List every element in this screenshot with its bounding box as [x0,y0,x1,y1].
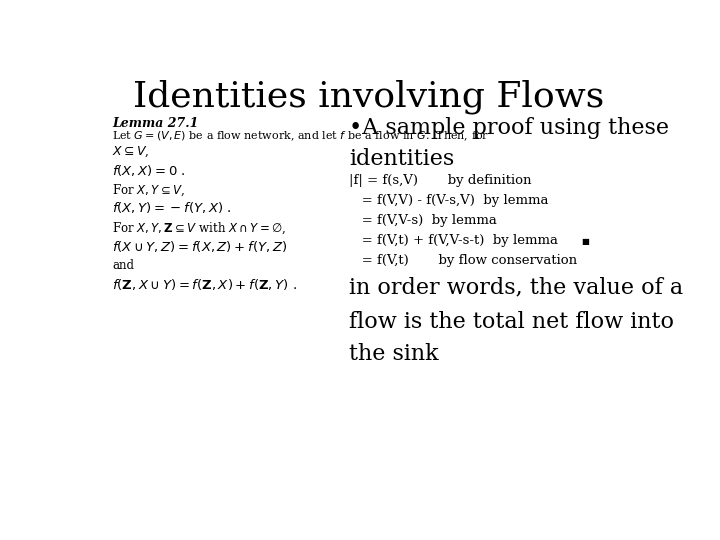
Text: $f(\mathbf{Z}, X \cup Y) = f(\mathbf{Z},X) + f(\mathbf{Z},Y)$ .: $f(\mathbf{Z}, X \cup Y) = f(\mathbf{Z},… [112,277,297,292]
Text: Let $G = (V,E)$ be a flow network, and let $f$ be a flow in $G$.  Then, for: Let $G = (V,E)$ be a flow network, and l… [112,129,490,143]
Text: $f(X,Y) = -f(Y,X)$ .: $f(X,Y) = -f(Y,X)$ . [112,200,232,215]
Text: $f(X,X) = 0$ .: $f(X,X) = 0$ . [112,163,186,178]
Text: flow is the total net flow into: flow is the total net flow into [349,312,675,333]
Text: For $X, Y \subseteq V$,: For $X, Y \subseteq V$, [112,183,185,198]
Text: $f(X \cup Y, Z) = f(X,Z) + f(Y,Z)$: $f(X \cup Y, Z) = f(X,Z) + f(Y,Z)$ [112,239,287,254]
Text: = f(V,V) - f(V-s,V)  by lemma: = f(V,V) - f(V-s,V) by lemma [349,194,549,207]
Text: $X \subseteq V$,: $X \subseteq V$, [112,145,150,159]
Text: in order words, the value of a: in order words, the value of a [349,277,683,299]
Text: •A sample proof using these: •A sample proof using these [349,117,670,139]
Text: |f| = f(s,V)       by definition: |f| = f(s,V) by definition [349,174,532,187]
Text: = f(V,t) + f(V,V-s-t)  by lemma: = f(V,t) + f(V,V-s-t) by lemma [349,234,559,247]
Text: = f(V,t)       by flow conservation: = f(V,t) by flow conservation [349,254,577,267]
Text: Lemma 27.1: Lemma 27.1 [112,117,199,130]
Text: Identities involving Flows: Identities involving Flows [133,79,605,114]
Text: identities: identities [349,148,455,170]
Text: and: and [112,259,135,272]
Text: ■: ■ [581,237,589,246]
Text: For $X, Y, \mathbf{Z} \subseteq V$ with $X \cap Y = \emptyset$,: For $X, Y, \mathbf{Z} \subseteq V$ with … [112,221,287,236]
Text: the sink: the sink [349,343,439,366]
Text: = f(V,V-s)  by lemma: = f(V,V-s) by lemma [349,214,498,227]
